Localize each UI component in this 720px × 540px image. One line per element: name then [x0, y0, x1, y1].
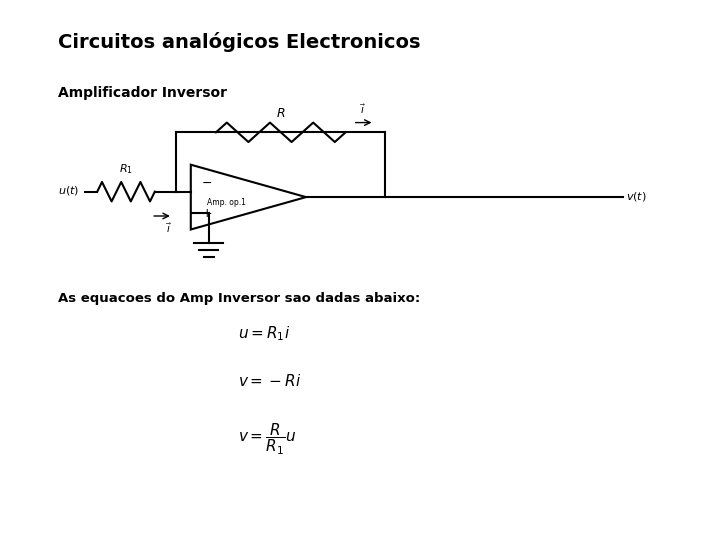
Text: $R_1$: $R_1$ [119, 161, 133, 176]
Text: −: − [202, 177, 212, 190]
Text: $\vec{\imath}$: $\vec{\imath}$ [360, 103, 367, 116]
Text: $v = \dfrac{R}{R_1}u$: $v = \dfrac{R}{R_1}u$ [238, 421, 296, 457]
Text: Amp. op.1: Amp. op.1 [207, 198, 246, 207]
Text: As equacoes do Amp Inversor sao dadas abaixo:: As equacoes do Amp Inversor sao dadas ab… [58, 292, 420, 305]
Text: Amplificador Inversor: Amplificador Inversor [58, 86, 227, 100]
Text: +: + [202, 207, 212, 220]
Text: $\vec{\imath}$: $\vec{\imath}$ [166, 221, 173, 235]
Text: Circuitos analógicos Electronicos: Circuitos analógicos Electronicos [58, 32, 420, 52]
Text: $v = -Ri$: $v = -Ri$ [238, 373, 301, 389]
Text: $u = R_1 i$: $u = R_1 i$ [238, 324, 290, 343]
Text: $v(t)$: $v(t)$ [626, 190, 647, 202]
Text: $u(t)$: $u(t)$ [58, 184, 79, 197]
Text: $R$: $R$ [276, 107, 286, 120]
